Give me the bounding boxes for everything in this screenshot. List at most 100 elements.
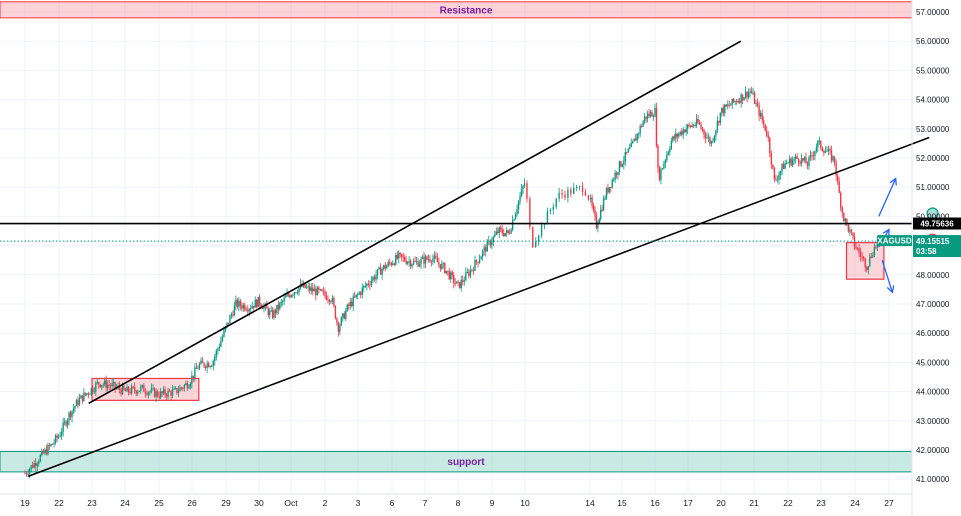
candle xyxy=(364,281,367,289)
candle xyxy=(185,380,187,386)
candle-body xyxy=(598,219,600,224)
time-tick-label: 26 xyxy=(187,498,197,508)
candle xyxy=(399,252,401,258)
candle xyxy=(767,131,769,142)
candle xyxy=(847,223,850,234)
candle-body xyxy=(697,118,699,123)
candle-body xyxy=(500,227,502,230)
candle-body xyxy=(156,391,159,397)
candle xyxy=(475,259,478,266)
candle-body xyxy=(292,294,294,296)
candle xyxy=(411,263,413,269)
candle xyxy=(833,156,836,167)
candle-body xyxy=(203,362,205,367)
candle xyxy=(570,187,572,198)
candle xyxy=(253,305,255,312)
candle xyxy=(124,387,127,392)
candle xyxy=(737,98,739,104)
candle-body xyxy=(42,450,45,454)
candle xyxy=(141,384,144,389)
candle-body xyxy=(781,164,783,172)
candle xyxy=(369,280,371,290)
candle xyxy=(721,107,723,117)
candle xyxy=(601,205,603,212)
channel-upper[interactable] xyxy=(88,40,742,404)
candle xyxy=(607,183,609,195)
candle xyxy=(861,251,863,262)
candle-body xyxy=(532,227,534,248)
candle xyxy=(632,140,634,144)
candle-body xyxy=(776,179,779,181)
candle-body xyxy=(612,179,615,181)
candle xyxy=(398,250,400,264)
price-axis[interactable]: 57.00000 56.00000 55.00000 54.00000 53.00000… xyxy=(911,0,950,516)
candle xyxy=(104,377,106,387)
candle-body xyxy=(149,391,151,393)
candle-body xyxy=(346,304,348,311)
candle-body xyxy=(44,449,46,454)
candle-body xyxy=(375,275,377,280)
candle xyxy=(74,405,76,413)
candle xyxy=(688,122,690,128)
arrow-head xyxy=(889,177,897,186)
last-price-tag-bg xyxy=(913,235,961,258)
channel-lower[interactable] xyxy=(28,136,930,478)
candle xyxy=(707,133,710,143)
candle-body xyxy=(465,272,467,281)
candle xyxy=(646,110,649,123)
candle-body xyxy=(395,254,397,265)
candle xyxy=(68,411,70,426)
candle-body xyxy=(782,164,785,169)
candle xyxy=(62,417,64,437)
candle xyxy=(724,103,726,117)
candle-body xyxy=(162,389,165,394)
candle xyxy=(840,191,842,212)
candle-body xyxy=(670,140,673,149)
time-tick-label: 16 xyxy=(650,498,660,508)
candle-body xyxy=(316,287,319,296)
trendlines[interactable] xyxy=(0,40,930,478)
time-tick-label: 6 xyxy=(390,498,395,508)
candle xyxy=(867,265,869,275)
candle xyxy=(624,148,626,166)
candle-body xyxy=(478,259,481,263)
candle xyxy=(485,244,487,257)
candle xyxy=(623,155,625,170)
candle-body xyxy=(47,445,49,455)
candle xyxy=(150,383,153,394)
candle xyxy=(165,392,168,402)
candle-body xyxy=(57,436,60,438)
candle xyxy=(770,150,773,169)
candle xyxy=(33,460,35,469)
candle xyxy=(460,275,462,292)
candle-body xyxy=(770,153,773,165)
candle xyxy=(173,386,175,391)
candle xyxy=(324,288,326,300)
candle xyxy=(409,258,412,269)
candle xyxy=(198,362,201,371)
candle-body xyxy=(217,348,219,351)
candle-body xyxy=(867,266,869,271)
candle-body xyxy=(710,141,713,144)
candle-body xyxy=(337,322,340,332)
candle xyxy=(546,207,549,225)
candle xyxy=(694,122,696,128)
candle-body xyxy=(447,270,449,272)
candle-body xyxy=(247,310,249,312)
candle-body xyxy=(682,129,684,135)
candle-body xyxy=(304,283,306,288)
candle-body xyxy=(584,192,587,196)
time-axis[interactable]: 19 22 23 24 25 26 29 30 Oct 2 3 6 7 8 9 10 14 15 16 17 20 21 2… xyxy=(0,493,912,508)
candle-body xyxy=(302,283,305,287)
candle xyxy=(561,189,563,199)
candle xyxy=(233,301,236,316)
candle-body xyxy=(594,209,596,216)
candle-body xyxy=(762,120,765,125)
candle xyxy=(477,261,479,268)
candle-body xyxy=(324,291,326,296)
candle xyxy=(843,212,845,223)
candle-body xyxy=(847,223,850,232)
candle xyxy=(802,158,804,163)
candle xyxy=(454,278,456,287)
